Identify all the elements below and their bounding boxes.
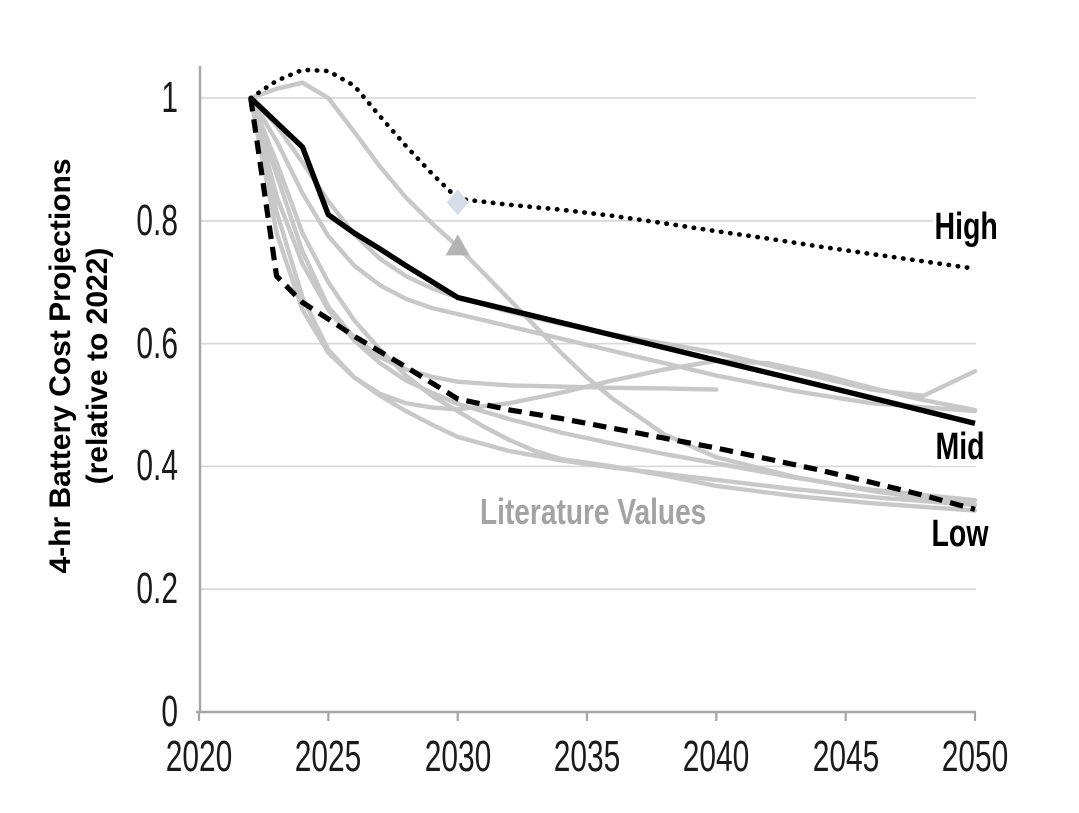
series-line-mid [248,96,976,427]
series-label-mid: Mid [934,426,987,468]
series-label-high: High [933,206,1000,248]
y-axis-tick-label: 0 [161,687,178,736]
literature-values-label: Literature Values [480,491,707,532]
x-axis-tick-label: 2050 [941,732,1009,781]
literature-point-triangle [445,234,470,256]
x-axis-tick-label: 2025 [295,732,362,781]
literature-line [248,95,978,508]
series-line-high [248,67,978,272]
x-axis-tick-label: 2035 [553,732,621,781]
literature-line [248,95,978,513]
x-axis-tick-label: 2045 [812,732,879,781]
y-axis-tick-label: 0.8 [136,195,178,245]
x-axis-tick-label: 2030 [424,732,491,781]
literature-line [248,95,978,414]
y-axis-title-line1: 4-hr Battery Cost Projections [44,158,77,574]
y-axis-tick-label: 0.4 [136,441,178,491]
series-label-low: Low [930,513,990,555]
series-line-low [248,97,976,512]
y-axis-tick-label: 0.2 [136,564,178,614]
literature-line [248,80,978,507]
x-axis-tick-label: 2020 [165,732,233,781]
x-axis-tick-label: 2040 [683,732,750,781]
literature-point-diamond [446,189,469,216]
y-axis-tick-label: 1 [161,73,178,122]
literature-line [248,95,978,503]
y-axis-tick-label: 0.6 [136,318,178,368]
